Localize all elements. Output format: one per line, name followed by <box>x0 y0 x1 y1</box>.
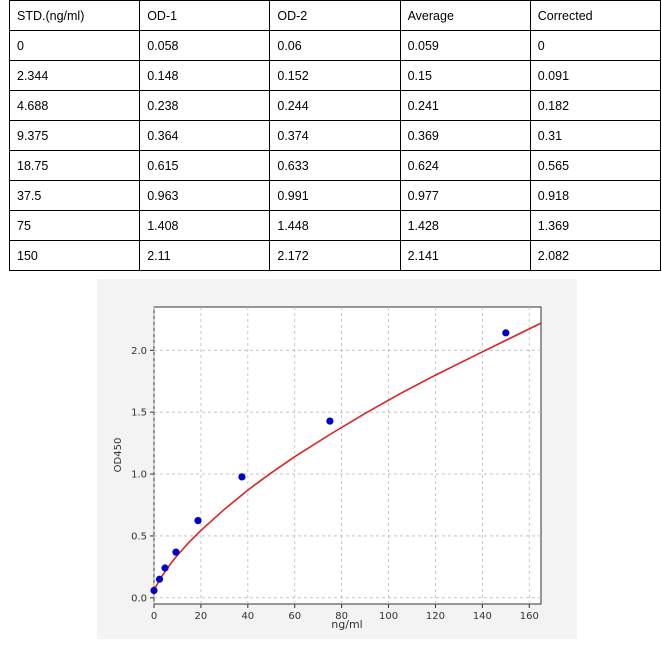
table-cell: 0.241 <box>399 90 531 121</box>
table-row: 9.375 0.364 0.374 0.369 0.31 <box>8 120 662 151</box>
table-cell: 0.374 <box>269 120 401 151</box>
fit-curve-line <box>153 322 542 591</box>
data-point <box>238 473 246 481</box>
table-header-cell: OD-1 <box>139 0 271 31</box>
table-cell: 2.344 <box>8 60 141 91</box>
table-cell: 0.991 <box>269 180 401 211</box>
table-cell: 0.182 <box>529 90 662 121</box>
x-tick-label: 20 <box>195 611 208 622</box>
plot-area <box>153 306 542 605</box>
x-axis-label: ng/ml <box>331 618 362 631</box>
x-tick-label: 80 <box>335 611 348 622</box>
table-cell: 2.11 <box>139 240 271 271</box>
data-point <box>172 548 180 556</box>
table-cell: 1.369 <box>529 210 662 241</box>
standard-curve-plot: 0 20 40 60 80 100 120 140 160 0.0 0.5 1.0 1.5 2.0 ng/… <box>97 279 577 639</box>
data-point <box>326 417 334 425</box>
table-cell: 0.963 <box>139 180 271 211</box>
fit-curve-group <box>153 322 542 591</box>
table-cell: 0.977 <box>399 180 531 211</box>
y-tick-label: 0.5 <box>131 531 147 542</box>
table-row: 0 0.058 0.06 0.059 0 <box>8 30 662 61</box>
data-point <box>150 586 158 595</box>
table-cell: 0.364 <box>139 120 271 151</box>
table-row: 18.75 0.615 0.633 0.624 0.565 <box>8 150 662 181</box>
data-point <box>155 575 164 583</box>
table-cell: 2.172 <box>269 240 401 271</box>
table-cell: 1.428 <box>399 210 531 241</box>
table-header-cell: Corrected <box>529 0 662 31</box>
table-cell: 0.615 <box>139 150 271 181</box>
table-cell: 2.141 <box>399 240 531 271</box>
x-tick-label: 140 <box>473 611 492 622</box>
table-cell: 0.152 <box>269 60 401 91</box>
table-cell: 37.5 <box>8 180 141 211</box>
table-cell: 0.31 <box>529 120 662 151</box>
x-tick-label: 0 <box>151 611 157 622</box>
table-cell: 18.75 <box>8 150 141 181</box>
y-tick-label: 1.5 <box>131 408 147 419</box>
table-cell: 0.059 <box>399 30 531 61</box>
table-row: 75 1.408 1.448 1.428 1.369 <box>8 210 662 241</box>
table-cell: 1.448 <box>269 210 401 241</box>
data-point <box>161 564 169 572</box>
table-cell: 0 <box>529 30 662 61</box>
table-header-cell: OD-2 <box>269 0 401 31</box>
table-row: 2.344 0.148 0.152 0.15 0.091 <box>8 60 662 91</box>
table-cell: 0.244 <box>269 90 401 121</box>
table-header-row: STD.(ng/ml) OD-1 OD-2 Average Corrected <box>8 0 662 31</box>
table-cell: 0.15 <box>399 60 531 91</box>
table-cell: 0.369 <box>399 120 531 151</box>
table-cell: 0.238 <box>139 90 271 121</box>
y-tick-label: 2.0 <box>131 346 147 357</box>
plot-canvas: 0 20 40 60 80 100 120 140 160 0.0 0.5 1.0 1.5 2.0 ng/… <box>113 306 542 631</box>
table-cell: 0.624 <box>399 150 531 181</box>
y-tick-label: 0.0 <box>131 593 147 604</box>
data-point <box>194 516 202 525</box>
table-header-cell: Average <box>399 0 531 31</box>
table-cell: 75 <box>8 210 141 241</box>
table-cell: 0.148 <box>139 60 271 91</box>
table-cell: 0.091 <box>529 60 662 91</box>
grid-lines <box>153 307 541 604</box>
table-row: 4.688 0.238 0.244 0.241 0.182 <box>8 90 662 121</box>
y-tick-label: 1.0 <box>131 470 147 481</box>
standard-curve-table: STD.(ng/ml) OD-1 OD-2 Average Corrected 0 0.05… <box>8 0 662 271</box>
x-tick-label: 40 <box>241 611 254 622</box>
y-axis-label: OD450 <box>113 438 124 473</box>
data-point <box>502 329 510 337</box>
table-cell: 0.058 <box>139 30 271 61</box>
table-row: 37.5 0.963 0.991 0.977 0.918 <box>8 180 662 211</box>
x-tick-label: 100 <box>379 611 398 622</box>
table-header-cell: STD.(ng/ml) <box>8 0 141 31</box>
table-cell: 0.633 <box>269 150 401 181</box>
x-tick-label: 160 <box>520 611 539 622</box>
table-cell: 1.408 <box>139 210 271 241</box>
x-tick-label: 60 <box>288 611 301 622</box>
data-points-group <box>150 329 510 595</box>
table-cell: 9.375 <box>8 120 141 151</box>
table-cell: 0.565 <box>529 150 662 181</box>
table-cell: 2.082 <box>529 240 662 271</box>
table-cell: 0.918 <box>529 180 662 211</box>
table-cell: 0 <box>8 30 141 61</box>
table-cell: 0.06 <box>269 30 401 61</box>
table-cell: 150 <box>8 240 141 271</box>
table-row: 150 2.11 2.172 2.141 2.082 <box>8 240 662 271</box>
axis-ticks: 0 20 40 60 80 100 120 140 160 0.0 0.5 1.0 1.5 2.0 <box>131 346 539 622</box>
table-cell: 4.688 <box>8 90 141 121</box>
x-tick-label: 120 <box>426 611 445 622</box>
